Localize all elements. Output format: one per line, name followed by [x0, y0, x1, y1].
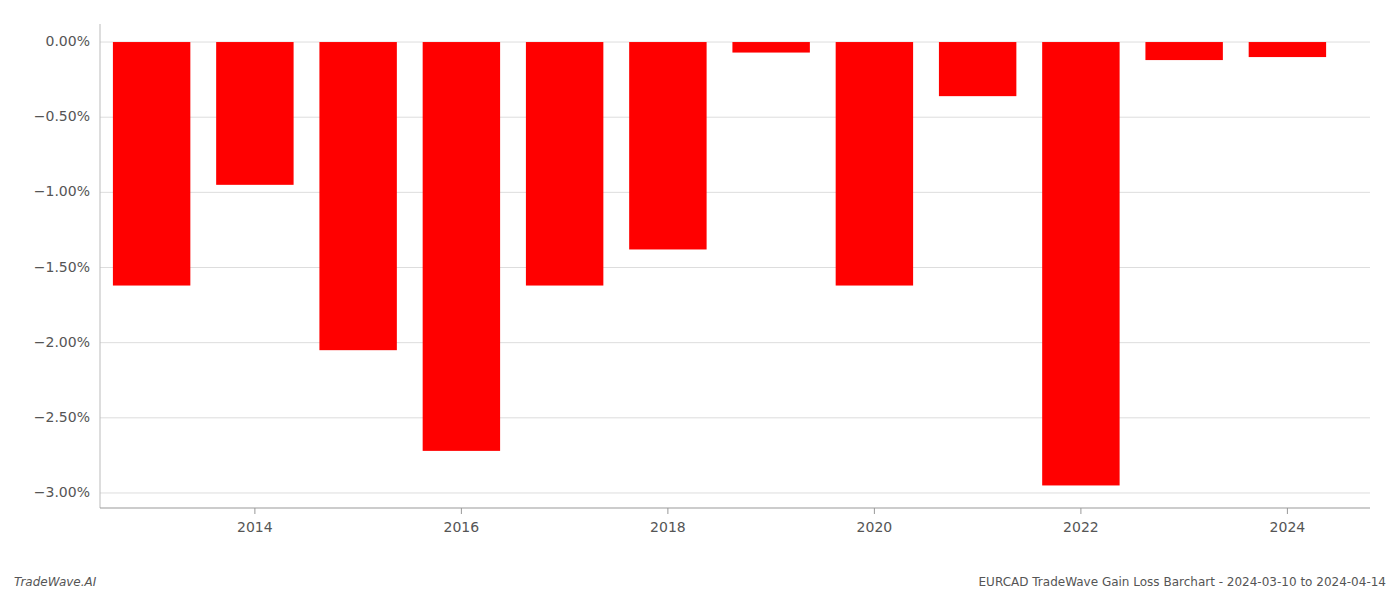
- bar: [526, 42, 603, 286]
- x-tick: [874, 508, 875, 514]
- bar: [1145, 42, 1222, 60]
- y-axis-line: [100, 24, 101, 508]
- x-tick-label: 2018: [650, 519, 686, 535]
- bar: [1042, 42, 1119, 485]
- y-tick-label: −2.50%: [34, 409, 90, 425]
- grid-line: [100, 492, 1370, 493]
- bars: [113, 42, 1326, 485]
- x-tick: [1080, 508, 1081, 514]
- x-ticks: 2014 2016 2018 2020 2022 2024: [237, 508, 1305, 535]
- bar: [629, 42, 706, 249]
- footer-left: TradeWave.AI: [14, 575, 97, 589]
- x-tick-label: 2022: [1063, 519, 1099, 535]
- footer: TradeWave.AI EURCAD TradeWave Gain Loss B…: [14, 575, 1386, 589]
- y-grid: [100, 42, 1370, 493]
- y-tick-label: −1.00%: [34, 183, 90, 199]
- bar: [1249, 42, 1326, 57]
- footer-right: EURCAD TradeWave Gain Loss Barchart - 20…: [979, 575, 1386, 589]
- y-tick-label: −2.00%: [34, 334, 90, 350]
- bar: [732, 42, 809, 53]
- x-tick: [254, 508, 255, 514]
- y-tick-label: −3.00%: [34, 484, 90, 500]
- y-tick-labels: 0.00% −0.50% −1.00% −1.50% −2.00% −2.50% −3.00…: [34, 33, 90, 500]
- x-tick-label: 2024: [1270, 519, 1306, 535]
- grid-line: [100, 192, 1370, 193]
- y-tick-label: 0.00%: [46, 33, 90, 49]
- x-tick-label: 2014: [237, 519, 273, 535]
- x-tick-label: 2020: [857, 519, 893, 535]
- y-tick-label: −0.50%: [34, 108, 90, 124]
- y-tick-label: −1.50%: [34, 259, 90, 275]
- x-tick: [667, 508, 668, 514]
- grid-line: [100, 342, 1370, 343]
- bar: [836, 42, 913, 286]
- bar: [319, 42, 396, 350]
- bar: [939, 42, 1016, 96]
- grid-line: [100, 417, 1370, 418]
- x-tick: [461, 508, 462, 514]
- bar: [423, 42, 500, 451]
- chart-svg: 0.00% −0.50% −1.00% −1.50% −2.00% −2.50% −3.00…: [0, 0, 1400, 600]
- bar: [113, 42, 190, 286]
- bar: [216, 42, 293, 185]
- x-tick-label: 2016: [444, 519, 480, 535]
- x-tick: [1287, 508, 1288, 514]
- x-axis-line: [100, 508, 1370, 509]
- chart-container: 0.00% −0.50% −1.00% −1.50% −2.00% −2.50% −3.00…: [0, 0, 1400, 600]
- grid-line: [100, 267, 1370, 268]
